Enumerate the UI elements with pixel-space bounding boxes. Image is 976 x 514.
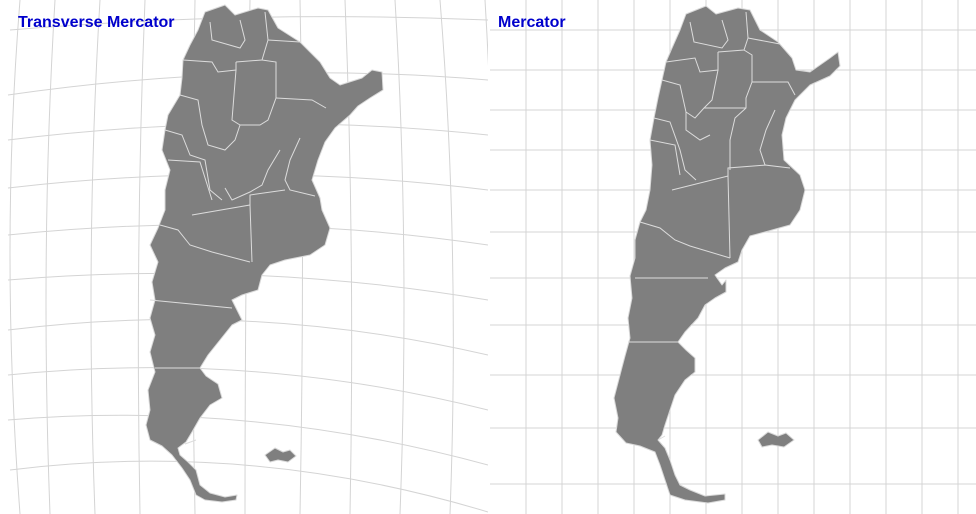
panel-title: Mercator [498,14,566,31]
tm-argentina-landmass [145,4,384,503]
tm-argentina-map [145,4,384,503]
map-panel-transverse-mercator: Transverse Mercator [7,0,488,514]
panel-title: Transverse Mercator [18,14,175,31]
mercator-argentina-landmass [613,5,841,504]
mercator-argentina-map [613,5,841,504]
tm-province-borders [149,11,327,445]
map-panel-mercator: Mercator [490,0,976,514]
mercator-falkland-islands [757,431,795,448]
mercator-province-borders [628,11,796,441]
tm-falkland-islands [264,447,297,463]
